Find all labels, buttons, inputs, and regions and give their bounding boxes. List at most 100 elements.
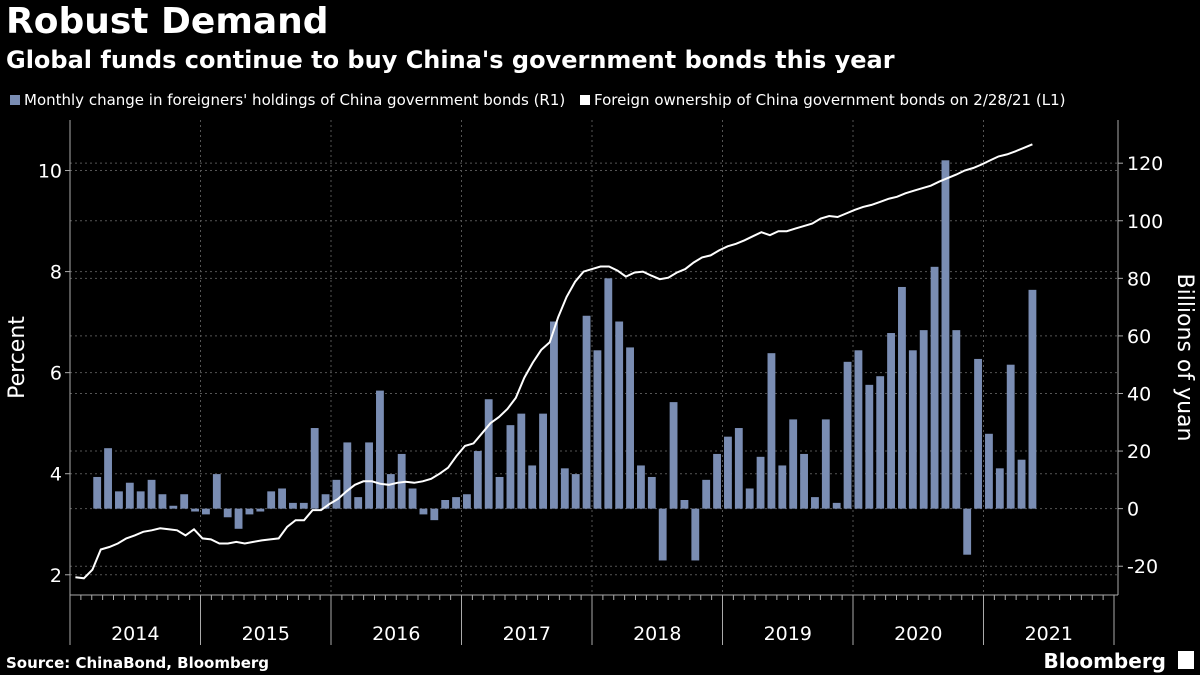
legend-label-bars: Monthly change in foreigners' holdings o…: [24, 91, 566, 109]
bar-35: [452, 497, 460, 509]
bar-2: [93, 476, 102, 509]
bar-20: [289, 502, 297, 509]
bar-23: [321, 494, 330, 509]
chart-title: Robust Demand: [6, 1, 329, 42]
bloomberg-logo: Bloomberg: [1043, 649, 1166, 673]
bar-31: [408, 488, 417, 509]
bar-38: [484, 399, 493, 509]
legend-item-line: Foreign ownership of China government bo…: [580, 90, 1065, 110]
bar-82: [963, 508, 972, 555]
left-tick-label-2: 6: [50, 363, 62, 385]
bar-41: [517, 413, 526, 509]
bar-45: [560, 468, 569, 509]
legend-swatch-line: [580, 95, 591, 105]
right-tick-label-5: 80: [1127, 268, 1151, 290]
right-tick-label-1: 0: [1127, 499, 1139, 521]
bar-75: [887, 333, 895, 509]
year-label-2015: 2015: [242, 623, 290, 645]
bar-49: [604, 278, 613, 509]
bar-81: [952, 330, 961, 509]
legend-swatch-bars: [10, 95, 20, 105]
bar-34: [441, 500, 450, 509]
right-tick-label-2: 20: [1127, 441, 1151, 463]
bar-11: [191, 508, 199, 512]
right-tick-label-7: 120: [1127, 153, 1163, 175]
legend: Monthly change in foreigners' holdings o…: [10, 90, 1075, 110]
bar-83: [974, 358, 982, 509]
bar-44: [550, 321, 558, 509]
bar-59: [713, 453, 721, 509]
bar-62: [745, 488, 754, 509]
bar-46: [571, 474, 580, 509]
chart-subtitle: Global funds continue to buy China's gov…: [6, 46, 895, 74]
bar-55: [669, 402, 678, 509]
bar-88: [1028, 289, 1037, 509]
bar-28: [376, 390, 384, 509]
bar-61: [734, 428, 743, 509]
bar-70: [832, 502, 841, 509]
bar-77: [908, 350, 917, 509]
bar-12: [202, 508, 210, 515]
bar-14: [223, 508, 232, 518]
bar-85: [995, 468, 1004, 509]
bar-7: [147, 479, 156, 509]
bar-57: [691, 508, 700, 561]
bar-78: [919, 330, 928, 509]
right-tick-label-3: 40: [1127, 383, 1151, 405]
bar-60: [724, 436, 732, 509]
bar-66: [789, 419, 798, 509]
legend-label-line: Foreign ownership of China government bo…: [594, 91, 1066, 109]
bar-26: [354, 497, 363, 509]
bar-69: [821, 419, 830, 509]
year-label-2021: 2021: [1025, 623, 1073, 645]
year-label-2017: 2017: [503, 623, 551, 645]
bar-25: [343, 442, 352, 509]
bar-64: [767, 353, 776, 509]
bar-24: [332, 479, 341, 509]
bar-56: [680, 500, 689, 509]
bar-5: [125, 482, 134, 509]
legend-item-bars: Monthly change in foreigners' holdings o…: [10, 90, 565, 110]
bar-32: [419, 508, 428, 515]
bar-4: [115, 491, 123, 509]
bar-72: [854, 350, 863, 509]
bar-79: [930, 266, 939, 509]
bar-74: [876, 376, 885, 509]
bar-33: [430, 508, 439, 521]
bar-68: [811, 497, 819, 509]
bar-15: [234, 508, 243, 529]
bar-21: [299, 502, 308, 509]
year-label-2019: 2019: [764, 623, 812, 645]
year-label-2016: 2016: [372, 623, 420, 645]
bar-43: [539, 413, 547, 509]
bar-40: [506, 425, 515, 509]
bar-22: [310, 428, 319, 509]
bar-19: [278, 488, 286, 509]
year-label-2020: 2020: [894, 623, 942, 645]
bar-17: [256, 508, 265, 512]
bar-87: [1017, 459, 1026, 509]
bar-80: [941, 160, 950, 509]
right-tick-label-4: 60: [1127, 326, 1151, 348]
bar-29: [386, 474, 395, 509]
bar-36: [463, 494, 471, 509]
bar-63: [756, 456, 765, 509]
bar-51: [626, 347, 634, 509]
year-label-2014: 2014: [111, 623, 159, 645]
left-tick-label-0: 2: [50, 565, 62, 587]
bar-84: [985, 433, 993, 509]
bar-47: [582, 315, 591, 509]
bar-65: [778, 465, 787, 509]
bar-9: [169, 505, 178, 509]
bar-76: [898, 286, 906, 509]
bar-3: [104, 448, 112, 509]
bar-18: [267, 491, 276, 509]
bar-71: [843, 361, 852, 509]
bar-73: [865, 384, 874, 509]
bloomberg-square-icon: [1178, 651, 1194, 669]
bar-54: [658, 508, 667, 561]
year-label-2018: 2018: [633, 623, 681, 645]
bar-37: [473, 451, 482, 509]
bar-48: [593, 350, 602, 509]
